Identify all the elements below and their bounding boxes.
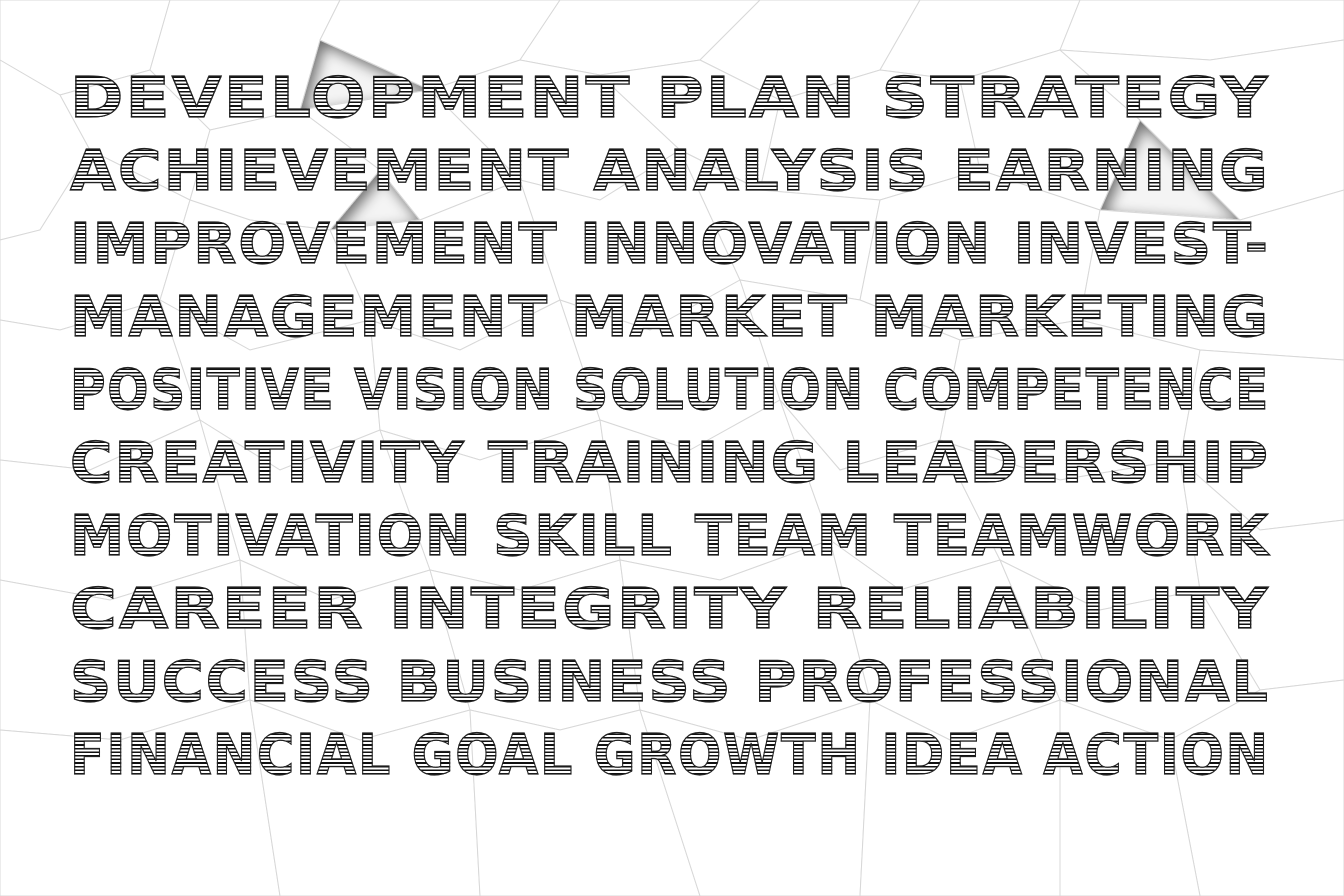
word-line: MOTIVATION SKILL TEAM TEAMWORK bbox=[69, 500, 1270, 573]
word-row: CREATIVITY TRAINING LEADERSHIP bbox=[69, 427, 1280, 500]
word-cloud: DEVELOPMENT PLAN STRATEGY ACHIEVEMENT AN… bbox=[69, 62, 1280, 792]
word-line: SUCCESS BUSINESS PROFESSIONAL bbox=[69, 646, 1270, 719]
word-row: MOTIVATION SKILL TEAM TEAMWORK bbox=[69, 500, 1280, 573]
word-line: CAREER INTEGRITY RELIABILITY bbox=[69, 573, 1270, 646]
word-line: ACHIEVEMENT ANALYSIS EARNING bbox=[69, 135, 1270, 208]
word-line: POSITIVE VISION SOLUTION COMPETENCE bbox=[69, 354, 1270, 427]
word-row: DEVELOPMENT PLAN STRATEGY bbox=[69, 62, 1280, 135]
word-line: DEVELOPMENT PLAN STRATEGY bbox=[69, 62, 1270, 135]
word-line: IMPROVEMENT INNOVATION INVEST- bbox=[69, 208, 1270, 281]
word-row: SUCCESS BUSINESS PROFESSIONAL bbox=[69, 646, 1280, 719]
word-row: FINANCIAL GOAL GROWTH IDEA ACTION bbox=[69, 719, 1280, 792]
word-row: ACHIEVEMENT ANALYSIS EARNING bbox=[69, 135, 1280, 208]
word-line: FINANCIAL GOAL GROWTH IDEA ACTION bbox=[69, 719, 1270, 792]
word-row: CAREER INTEGRITY RELIABILITY bbox=[69, 573, 1280, 646]
word-line: CREATIVITY TRAINING LEADERSHIP bbox=[69, 427, 1270, 500]
word-row: MANAGEMENT MARKET MARKETING bbox=[69, 281, 1280, 354]
word-row: POSITIVE VISION SOLUTION COMPETENCE bbox=[69, 354, 1280, 427]
word-row: IMPROVEMENT INNOVATION INVEST- bbox=[69, 208, 1280, 281]
word-line: MANAGEMENT MARKET MARKETING bbox=[69, 281, 1270, 354]
